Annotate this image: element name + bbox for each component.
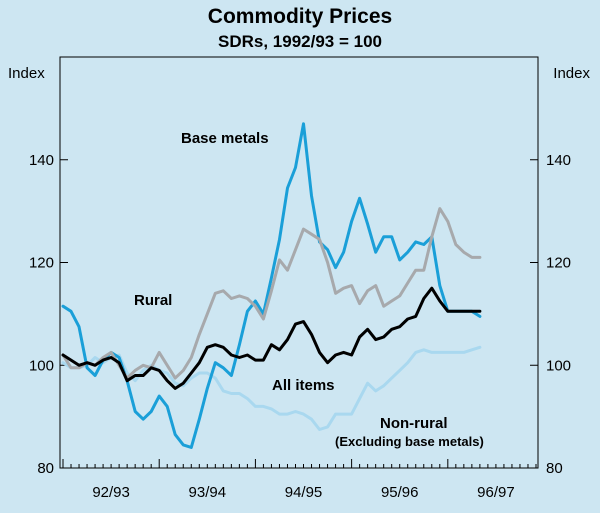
series-label-rural: Rural [134, 292, 172, 309]
x-tick-label-95-96: 95/96 [381, 484, 419, 501]
series-lines [61, 122, 482, 449]
y-tick-label-left-140: 140 [29, 152, 54, 169]
y-tick-label-right-80: 80 [546, 460, 563, 477]
rural-line [61, 207, 482, 380]
y-tick-labels: 80 80 100 100 120 120 140 140 [29, 152, 571, 477]
x-tick-label-92-93: 92/93 [92, 484, 130, 501]
y-axis-label-left: Index [8, 65, 45, 82]
series-label-base-metals: Base metals [181, 130, 269, 147]
base-metals-line [61, 122, 482, 449]
tick-marks [60, 159, 538, 469]
chart-subtitle: SDRs, 1992/93 = 100 [218, 32, 382, 51]
x-tick-label-94-95: 94/95 [285, 484, 323, 501]
y-tick-label-right-100: 100 [546, 357, 571, 374]
x-tick-labels: 92/93 93/94 94/95 95/96 96/97 [92, 484, 514, 501]
all-items-line [61, 286, 482, 390]
plot-frame [59, 56, 539, 469]
y-tick-label-left-100: 100 [29, 357, 54, 374]
series-label-all-items: All items [272, 377, 335, 394]
y-axis-label-right: Index [553, 65, 590, 82]
y-tick-label-right-140: 140 [546, 152, 571, 169]
series-label-non-rural: Non-rural [380, 415, 448, 432]
x-tick-label-93-94: 93/94 [189, 484, 227, 501]
chart-title: Commodity Prices [208, 5, 392, 28]
y-tick-label-left-120: 120 [29, 255, 54, 272]
x-tick-label-96-97: 96/97 [477, 484, 515, 501]
y-tick-label-left-80: 80 [37, 460, 54, 477]
y-tick-label-right-120: 120 [546, 255, 571, 272]
series-label-non-rural-note: (Excluding base metals) [335, 434, 484, 449]
